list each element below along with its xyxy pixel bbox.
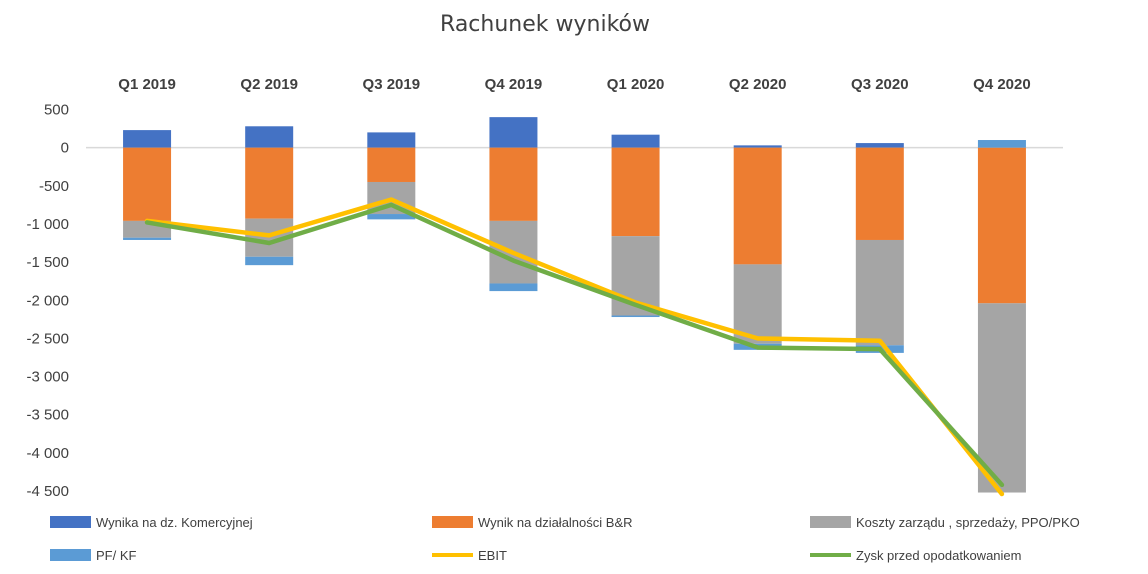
bar-wynik-na-dzia-alno-ci-b-r-q3-2019 xyxy=(367,147,416,182)
bars xyxy=(123,117,1026,493)
y-tick-label: -1 000 xyxy=(26,216,69,233)
bar-pf-kf-q2-2019 xyxy=(245,256,294,266)
y-tick-label: 0 xyxy=(61,140,69,157)
line-ebit xyxy=(144,197,1005,497)
bar-wynik-na-dzia-alno-ci-b-r-q2-2019 xyxy=(245,147,294,219)
bar-koszty-zarz-du-sprzeda-y-ppo-pko-q3-2020 xyxy=(855,239,904,346)
bar-wynik-na-dzia-alno-ci-b-r-q1-2019 xyxy=(123,147,172,221)
bar-koszty-zarz-du-sprzeda-y-ppo-pko-q4-2020 xyxy=(977,303,1026,493)
y-tick-label: -2 500 xyxy=(26,330,69,347)
y-tick-label: -2 000 xyxy=(26,292,69,309)
bar-wynik-na-dzia-alno-ci-b-r-q1-2020 xyxy=(611,147,660,237)
category-label-q3-2020: Q3 2020 xyxy=(851,76,909,93)
legend-swatch xyxy=(50,549,91,561)
category-label-q4-2019: Q4 2019 xyxy=(485,76,543,93)
bar-koszty-zarz-du-sprzeda-y-ppo-pko-q2-2020 xyxy=(733,264,782,344)
bar-wynik-na-dzia-alno-ci-b-r-q2-2020 xyxy=(733,147,782,265)
category-label-q2-2020: Q2 2020 xyxy=(729,76,787,93)
legend-swatch xyxy=(810,516,851,528)
legend-label: PF/ KF xyxy=(96,548,137,563)
legend-label: Wynika na dz. Komercyjnej xyxy=(96,515,253,530)
bar-pf-kf-q4-2020 xyxy=(977,140,1026,148)
category-label-q1-2020: Q1 2020 xyxy=(607,76,665,93)
legend: Wynika na dz. Komercyjnej Wynik na działa… xyxy=(50,515,1080,563)
y-axis: 500 0 -500 -1 000 -1 500 -2 000 -2 500 -3 000 -3… xyxy=(26,102,69,501)
legend-item-koszty-zarz-du-sprzeda-y-ppo-pko: Koszty zarządu , sprzedaży, PPO/PKO xyxy=(810,515,1080,530)
category-label-q2-2019: Q2 2019 xyxy=(240,76,298,93)
bar-wynika-na-dz-komercyjnej-q2-2019 xyxy=(245,126,294,148)
bar-pf-kf-q3-2019 xyxy=(367,214,416,220)
bar-wynika-na-dz-komercyjnej-q1-2019 xyxy=(123,130,172,148)
chart-title: Rachunek wyników xyxy=(440,12,650,37)
legend-label: Wynik na działalności B&R xyxy=(478,515,633,530)
bar-pf-kf-q4-2019 xyxy=(489,283,538,292)
legend-label: EBIT xyxy=(478,548,507,563)
bar-wynika-na-dz-komercyjnej-q3-2020 xyxy=(855,143,904,148)
legend-swatch xyxy=(432,516,473,528)
bar-wynik-na-dzia-alno-ci-b-r-q4-2020 xyxy=(977,147,1026,304)
legend-label: Koszty zarządu , sprzedaży, PPO/PKO xyxy=(856,515,1080,530)
y-tick-label: -3 000 xyxy=(26,369,69,386)
bar-pf-kf-q1-2020 xyxy=(611,315,660,318)
y-tick-label: -500 xyxy=(39,178,69,195)
line-zysk-przed-opodatkowaniem xyxy=(144,202,1005,488)
bar-wynik-na-dzia-alno-ci-b-r-q3-2020 xyxy=(855,147,904,240)
category-label-q1-2019: Q1 2019 xyxy=(118,76,176,93)
bar-pf-kf-q1-2019 xyxy=(123,237,172,240)
legend-swatch xyxy=(50,516,91,528)
legend-item-pf-kf: PF/ KF xyxy=(50,548,137,563)
y-tick-label: -3 500 xyxy=(26,407,69,424)
lines xyxy=(144,197,1005,497)
y-tick-label: 500 xyxy=(44,102,69,119)
category-label-q4-2020: Q4 2020 xyxy=(973,76,1031,93)
bar-wynika-na-dz-komercyjnej-q4-2019 xyxy=(489,117,538,148)
bar-wynik-na-dzia-alno-ci-b-r-q4-2019 xyxy=(489,147,538,221)
bar-wynika-na-dz-komercyjnej-q2-2020 xyxy=(733,145,782,148)
legend-item-zysk-przed-opodatkowaniem: Zysk przed opodatkowaniem xyxy=(810,548,1021,563)
y-tick-label: -4 000 xyxy=(26,445,69,462)
bar-wynika-na-dz-komercyjnej-q1-2020 xyxy=(611,134,660,148)
y-tick-label: -4 500 xyxy=(26,483,69,500)
legend-item-wynika-na-dz-komercyjnej: Wynika na dz. Komercyjnej xyxy=(50,515,253,530)
legend-label: Zysk przed opodatkowaniem xyxy=(856,548,1021,563)
legend-item-ebit: EBIT xyxy=(432,548,507,563)
bar-wynika-na-dz-komercyjnej-q3-2019 xyxy=(367,132,416,148)
category-labels: Q1 2019 Q2 2019 Q3 2019 Q4 2019 Q1 2020 Q2 20… xyxy=(118,76,1030,93)
y-tick-label: -1 500 xyxy=(26,254,69,271)
category-label-q3-2019: Q3 2019 xyxy=(363,76,421,93)
legend-item-wynik-na-dzia-alno-ci-b-r: Wynik na działalności B&R xyxy=(432,515,633,530)
